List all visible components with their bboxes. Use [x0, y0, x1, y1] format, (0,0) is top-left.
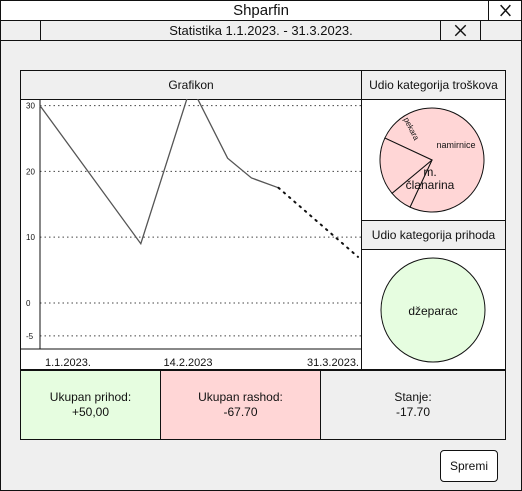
app-close-button[interactable]	[488, 0, 522, 21]
app-title: Shparfin	[233, 2, 289, 19]
close-icon	[500, 4, 511, 17]
dialog-title: Statistika 1.1.2023. - 31.3.2023.	[169, 23, 353, 38]
balance-box: Stanje: -17.70	[320, 370, 506, 440]
balance-value: -17.70	[395, 405, 431, 419]
y-tick-label: 20	[26, 167, 35, 176]
pie-slice	[379, 137, 433, 194]
y-tick-label: -5	[26, 332, 34, 341]
balance-label: Stanje:	[394, 390, 432, 404]
total-expense-box: Ukupan rashod: -67.70	[160, 370, 321, 440]
save-button[interactable]: Spremi	[440, 450, 498, 482]
x-tick-label: 14.2.2023	[164, 357, 213, 369]
pie-slice	[380, 257, 486, 363]
dialog-close-button[interactable]	[440, 20, 481, 41]
pie-slice-label: namirnice	[436, 140, 475, 150]
balance-line	[39, 99, 279, 246]
projection-line	[277, 186, 359, 258]
pie-slice	[384, 107, 485, 213]
total-expense-label: Ukupan rashod:	[198, 390, 283, 404]
total-income-value: +50,00	[71, 405, 110, 419]
y-tick-label: 30	[26, 102, 35, 111]
expense-panel-header: Udio kategorija troškova	[361, 70, 506, 100]
y-tick-label: 0	[26, 299, 31, 308]
x-tick-label: 1.1.2023.	[45, 357, 91, 369]
close-icon	[454, 24, 467, 37]
y-tick-label: 10	[26, 233, 35, 242]
chart-panel-header: Grafikon	[20, 70, 362, 100]
pie-slice-label: m. članarina	[406, 165, 455, 192]
income-pie-chart: džeparac	[380, 257, 486, 363]
x-tick-label: 31.3.2023.	[307, 357, 359, 369]
total-expense-value: -67.70	[223, 405, 258, 419]
pie-slice-label: džeparac	[408, 304, 457, 318]
y-tick-labels: 30 20 10 0 -5	[26, 102, 35, 341]
chart-grid	[40, 105, 362, 337]
total-income-box: Ukupan prihod: +50,00	[20, 370, 161, 440]
dialog-titlebar-left-cell	[0, 20, 41, 41]
line-chart: 30 20 10 0 -5 1.1.2023. 14.2.2023 31.3.2023.	[20, 99, 362, 369]
line-series	[39, 99, 359, 258]
total-income-label: Ukupan prihod:	[49, 390, 132, 404]
income-panel-header: Udio kategorija prihoda	[361, 220, 506, 250]
x-tick-labels: 1.1.2023. 14.2.2023 31.3.2023.	[45, 357, 359, 369]
